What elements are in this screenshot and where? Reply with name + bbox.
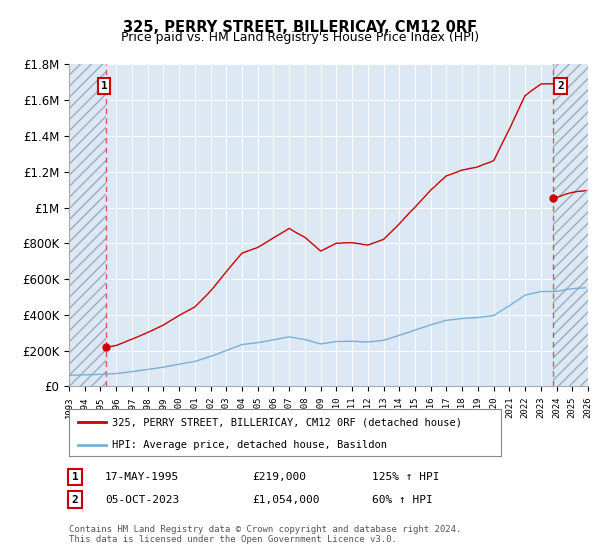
Bar xyxy=(69,64,106,386)
Text: 2: 2 xyxy=(71,494,79,505)
Text: 1: 1 xyxy=(71,472,79,482)
Text: 325, PERRY STREET, BILLERICAY, CM12 0RF (detached house): 325, PERRY STREET, BILLERICAY, CM12 0RF … xyxy=(112,417,462,427)
Text: 60% ↑ HPI: 60% ↑ HPI xyxy=(372,494,433,505)
Text: HPI: Average price, detached house, Basildon: HPI: Average price, detached house, Basi… xyxy=(112,440,387,450)
Text: 1: 1 xyxy=(101,81,107,91)
Text: Contains HM Land Registry data © Crown copyright and database right 2024.
This d: Contains HM Land Registry data © Crown c… xyxy=(69,525,461,544)
Text: 05-OCT-2023: 05-OCT-2023 xyxy=(105,494,179,505)
Text: 2: 2 xyxy=(557,81,564,91)
Text: 325, PERRY STREET, BILLERICAY, CM12 0RF: 325, PERRY STREET, BILLERICAY, CM12 0RF xyxy=(123,20,477,35)
Text: £1,054,000: £1,054,000 xyxy=(252,494,320,505)
Text: Price paid vs. HM Land Registry's House Price Index (HPI): Price paid vs. HM Land Registry's House … xyxy=(121,31,479,44)
Bar xyxy=(553,64,588,386)
Text: 125% ↑ HPI: 125% ↑ HPI xyxy=(372,472,439,482)
Text: £219,000: £219,000 xyxy=(252,472,306,482)
Text: 17-MAY-1995: 17-MAY-1995 xyxy=(105,472,179,482)
